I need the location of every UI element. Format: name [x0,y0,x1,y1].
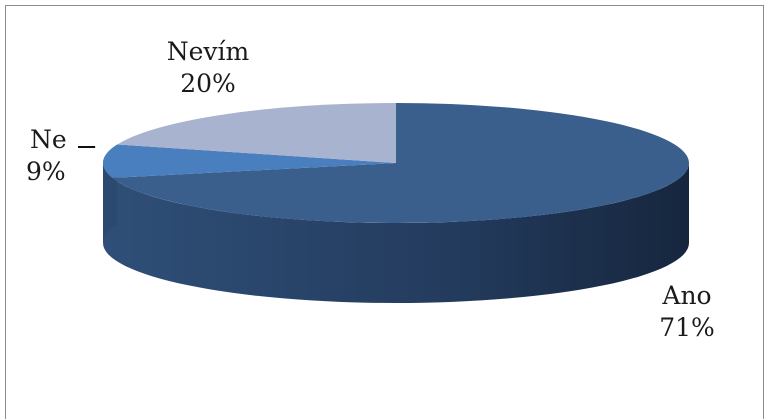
label-ne-name: Ne [30,125,67,154]
label-nevim: Nevím 20% [158,36,258,100]
pie-slice-ne [103,144,397,178]
chart-frame [5,5,764,419]
label-ano: Ano 71% [652,280,722,344]
label-ano-value: 71% [659,313,715,342]
label-ne: Ne 9% [26,124,90,188]
pie-slice-nevim [117,103,396,163]
label-ano-name: Ano [662,281,712,310]
pie-side-ano [103,163,689,303]
label-ne-value: 9% [26,157,66,186]
label-nevim-value: 20% [180,69,236,98]
label-nevim-name: Nevím [166,37,250,66]
pie-slice-ano [112,103,689,223]
